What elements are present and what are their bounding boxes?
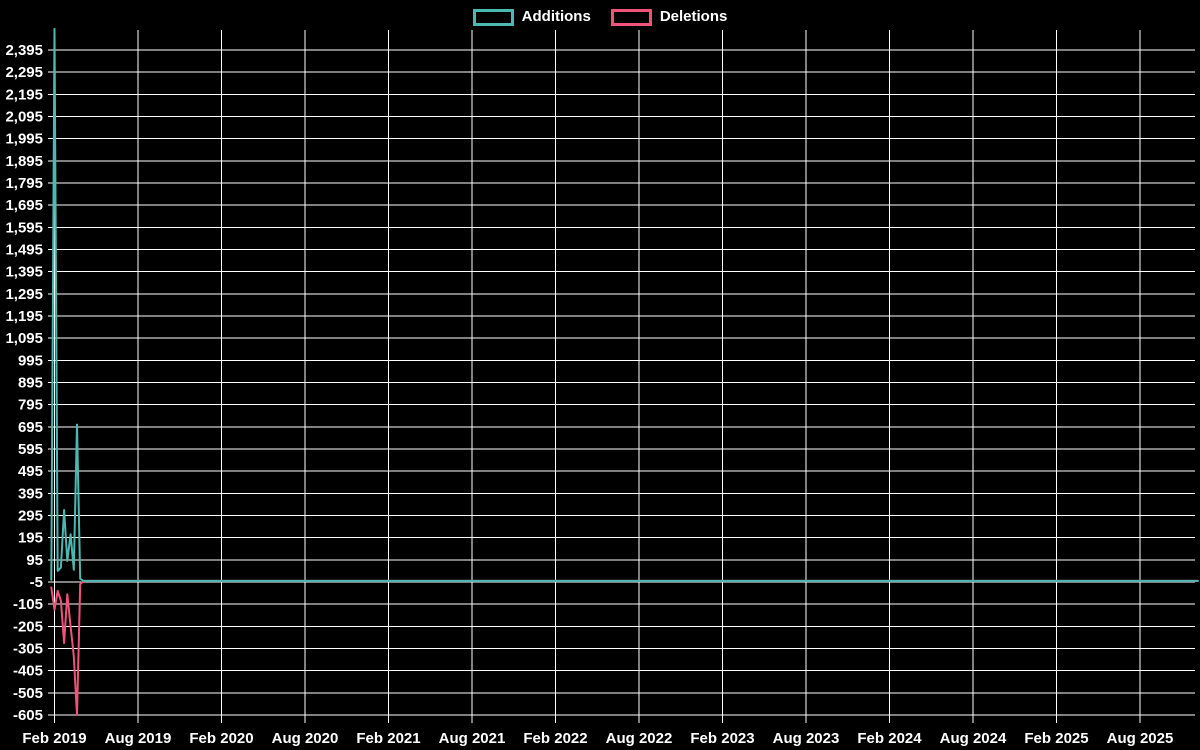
x-tick-label: Aug 2025	[1107, 730, 1174, 747]
y-tick-label: 595	[18, 441, 43, 458]
x-tick-label: Feb 2020	[189, 730, 253, 747]
y-tick-label: 2,195	[5, 86, 43, 103]
y-tick-label: -105	[13, 596, 43, 613]
y-tick-label: 2,295	[5, 64, 43, 81]
additions-swatch-icon	[472, 8, 514, 26]
horizontal-gridlines	[48, 49, 1195, 716]
y-axis-labels: 2,395 2,295 2,195 2,095 1,995 1,895 1,795 1,695…	[5, 42, 43, 724]
legend: Additions Deletions	[0, 7, 1200, 27]
y-tick-label: 95	[26, 552, 43, 569]
x-tick-label: Feb 2022	[523, 730, 587, 747]
y-tick-label: 695	[18, 419, 43, 436]
y-tick-label: 795	[18, 397, 43, 414]
additions-line	[50, 27, 1199, 582]
y-tick-label: 2,395	[5, 42, 43, 59]
y-tick-label: 2,095	[5, 108, 43, 125]
y-tick-label: -5	[30, 574, 43, 591]
x-tick-label: Aug 2021	[439, 730, 506, 747]
deletions-swatch-icon	[610, 8, 652, 26]
y-tick-label: 1,295	[5, 286, 43, 303]
x-tick-label: Feb 2025	[1024, 730, 1088, 747]
legend-item-additions[interactable]: Additions	[472, 7, 591, 27]
y-tick-label: 995	[18, 352, 43, 369]
x-tick-label: Aug 2022	[606, 730, 673, 747]
legend-item-deletions[interactable]: Deletions	[610, 7, 728, 27]
y-tick-label: -505	[13, 685, 43, 702]
x-tick-label: Aug 2024	[940, 730, 1007, 747]
x-tick-label: Feb 2021	[356, 730, 420, 747]
x-tick-label: Feb 2024	[857, 730, 922, 747]
x-axis-labels: Feb 2019 Aug 2019 Feb 2020 Aug 2020 Feb 2021…	[22, 730, 1173, 747]
legend-label-deletions: Deletions	[659, 8, 728, 25]
y-tick-label: 1,395	[5, 264, 43, 281]
y-tick-label: 1,695	[5, 197, 43, 214]
legend-label-additions: Additions	[521, 8, 591, 25]
y-tick-label: 1,495	[5, 241, 43, 258]
y-tick-label: 195	[18, 530, 43, 547]
deletions-line	[50, 579, 1199, 716]
y-tick-label: -305	[13, 641, 43, 658]
y-tick-label: 1,995	[5, 131, 43, 148]
x-tick-label: Feb 2019	[22, 730, 86, 747]
y-tick-label: 395	[18, 485, 43, 502]
y-tick-label: -405	[13, 663, 43, 680]
y-tick-label: 495	[18, 463, 43, 480]
y-tick-label: -605	[13, 707, 43, 724]
y-tick-label: 1,195	[5, 308, 43, 325]
y-tick-label: 1,895	[5, 153, 43, 170]
y-tick-label: -205	[13, 618, 43, 635]
y-tick-label: 295	[18, 507, 43, 524]
x-tick-label: Feb 2023	[690, 730, 754, 747]
y-tick-label: 1,595	[5, 219, 43, 236]
x-tick-label: Aug 2023	[773, 730, 840, 747]
x-tick-label: Aug 2020	[272, 730, 339, 747]
y-tick-label: 895	[18, 374, 43, 391]
vertical-gridlines	[54, 30, 1141, 723]
x-tick-label: Aug 2019	[105, 730, 172, 747]
y-tick-label: 1,095	[5, 330, 43, 347]
y-tick-label: 1,795	[5, 175, 43, 192]
